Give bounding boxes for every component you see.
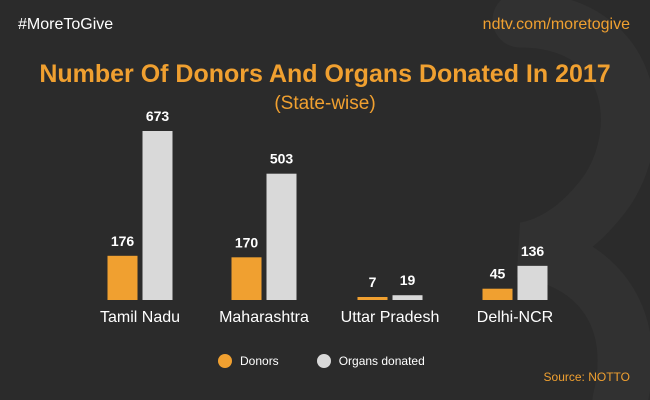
- legend-item-organs: Organs donated: [316, 354, 425, 368]
- legend-dot-donors: [218, 354, 232, 368]
- chart-subtitle: (State-wise): [274, 93, 376, 114]
- bar-donors-uttar-pradesh: [357, 297, 388, 300]
- bar-donors-tamil-nadu: [107, 255, 138, 300]
- bar-donors-delhi-ncr: [482, 288, 513, 300]
- legend-label-organs: Organs donated: [338, 354, 425, 368]
- value-label-donors-maharashtra: 170: [235, 234, 259, 250]
- legend: Donors Organs donated: [218, 354, 425, 368]
- chart-title: Number Of Donors And Organs Donated In 2…: [39, 60, 611, 88]
- bar-organs-delhi-ncr: [517, 265, 548, 300]
- source-label: Source: NOTTO: [543, 370, 630, 384]
- value-label-organs-uttar-pradesh: 19: [400, 272, 416, 288]
- bar-organs-maharashtra: [266, 173, 297, 300]
- value-label-organs-delhi-ncr: 136: [521, 243, 545, 259]
- value-label-donors-uttar-pradesh: 7: [369, 274, 377, 290]
- legend-label-donors: Donors: [240, 354, 279, 368]
- hashtag-label: #MoreToGive: [18, 16, 114, 33]
- value-label-organs-maharashtra: 503: [270, 151, 294, 167]
- bar-donors-maharashtra: [231, 257, 262, 300]
- legend-item-donors: Donors: [218, 354, 279, 368]
- category-label-tamil-nadu: Tamil Nadu: [100, 309, 180, 326]
- category-label-delhi-ncr: Delhi-NCR: [477, 309, 553, 326]
- value-label-donors-delhi-ncr: 45: [490, 266, 506, 282]
- bar-organs-uttar-pradesh: [392, 295, 423, 300]
- bar-organs-tamil-nadu: [142, 131, 173, 300]
- value-label-donors-tamil-nadu: 176: [111, 233, 135, 249]
- category-label-maharashtra: Maharashtra: [219, 309, 309, 326]
- category-label-uttar-pradesh: Uttar Pradesh: [341, 309, 440, 326]
- site-url[interactable]: ndtv.com/moretogive: [482, 16, 630, 33]
- value-label-organs-tamil-nadu: 673: [146, 108, 170, 124]
- legend-dot-organs: [316, 354, 331, 368]
